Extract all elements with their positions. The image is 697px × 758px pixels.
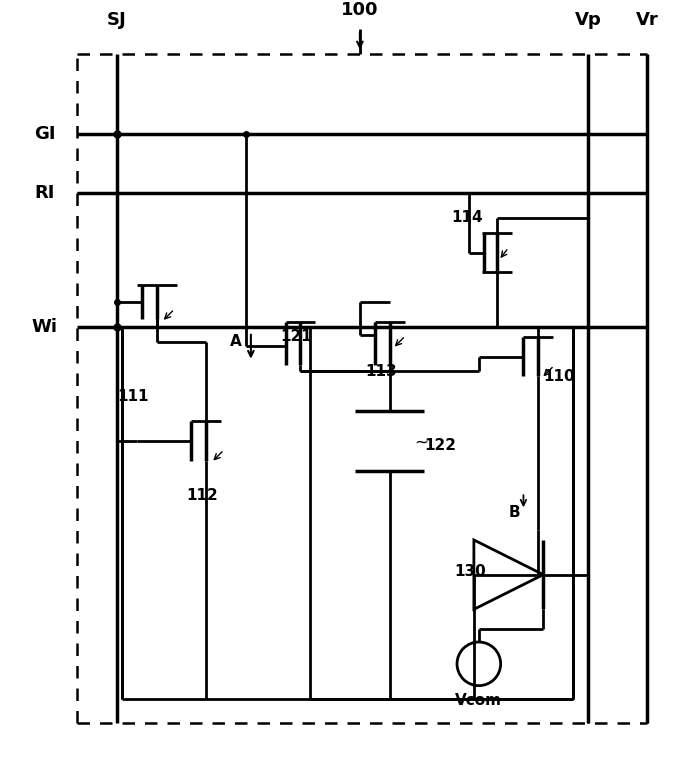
- Text: Vp: Vp: [574, 11, 602, 29]
- Text: 121: 121: [281, 329, 312, 344]
- Text: GI: GI: [34, 124, 56, 143]
- Text: 114: 114: [451, 210, 483, 225]
- Text: RI: RI: [35, 184, 55, 202]
- Text: 111: 111: [117, 389, 148, 404]
- Text: Vr: Vr: [636, 11, 659, 29]
- Text: SJ: SJ: [107, 11, 127, 29]
- Text: Vcom: Vcom: [455, 693, 503, 708]
- Text: 122: 122: [424, 438, 457, 453]
- Text: 113: 113: [365, 364, 397, 379]
- Text: 100: 100: [341, 1, 378, 19]
- Text: B: B: [509, 505, 520, 520]
- Text: ~: ~: [415, 434, 429, 452]
- Text: 110: 110: [543, 369, 575, 384]
- Text: 130: 130: [454, 564, 486, 579]
- Text: 112: 112: [186, 488, 218, 503]
- Text: Wi: Wi: [31, 318, 58, 336]
- Text: A: A: [230, 334, 242, 349]
